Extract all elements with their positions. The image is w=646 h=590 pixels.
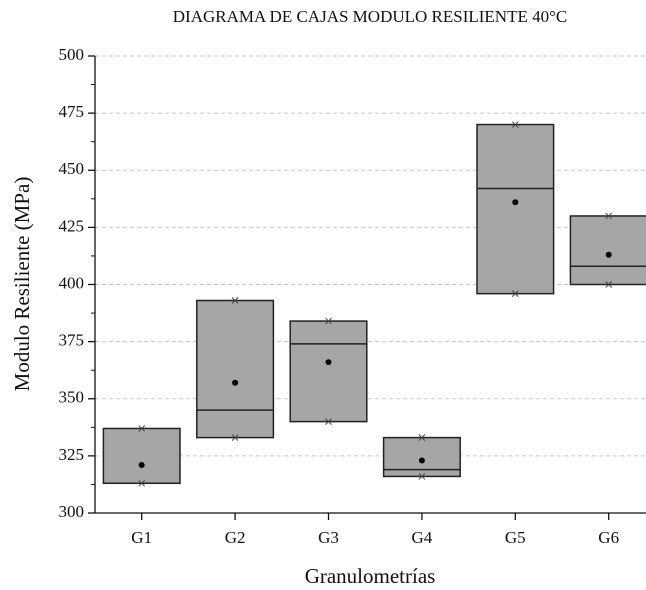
plot-area: 300 325 350 375 400 425 450 475 500 G1 G2 G3 G4 G5 G6: [59, 45, 646, 547]
extreme-marker: [231, 434, 239, 441]
mean-marker: [605, 251, 612, 258]
box: [569, 215, 646, 286]
extreme-marker: [138, 479, 146, 487]
y-tick-label: 400: [59, 273, 85, 292]
chart-title: DIAGRAMA DE CAJAS MODULO RESILIENTE 40°C: [173, 7, 568, 26]
y-axis-label: Modulo Resiliente (MPa): [10, 177, 34, 392]
mean-marker: [325, 359, 332, 366]
box: [476, 123, 555, 295]
box: [196, 299, 275, 439]
y-tick-label: 350: [59, 388, 85, 407]
x-axis-label: Granulometrías: [305, 564, 436, 588]
mean-marker: [418, 457, 425, 464]
extreme-marker: [511, 121, 519, 128]
mean-marker: [138, 462, 145, 469]
x-tick-label: G6: [598, 528, 619, 547]
y-tick-label: 475: [59, 102, 85, 121]
y-tick-label: 375: [59, 331, 85, 350]
extreme-marker: [418, 434, 426, 441]
y-tick-label: 425: [59, 216, 85, 235]
extreme-marker: [605, 281, 613, 288]
extreme-marker: [325, 317, 332, 325]
box: [382, 436, 461, 478]
extreme-marker: [605, 212, 613, 220]
extreme-marker: [325, 418, 332, 425]
extreme-marker: [138, 425, 146, 432]
box: [289, 320, 368, 423]
extreme-marker: [231, 297, 239, 304]
x-tick-label: G5: [505, 528, 526, 547]
box: [102, 427, 181, 485]
mean-marker: [512, 199, 519, 206]
x-tick-label: G2: [225, 528, 246, 547]
x-tick-label: G3: [318, 528, 339, 547]
extreme-marker: [418, 473, 426, 480]
y-tick-label: 450: [59, 159, 85, 178]
mean-marker: [232, 379, 239, 386]
x-tick-label: G4: [412, 528, 433, 547]
x-tick-label: G1: [131, 528, 152, 547]
y-tick-label: 325: [59, 445, 85, 464]
y-tick-label: 500: [59, 45, 85, 64]
y-tick-label: 300: [59, 502, 85, 521]
extreme-marker: [511, 290, 519, 297]
